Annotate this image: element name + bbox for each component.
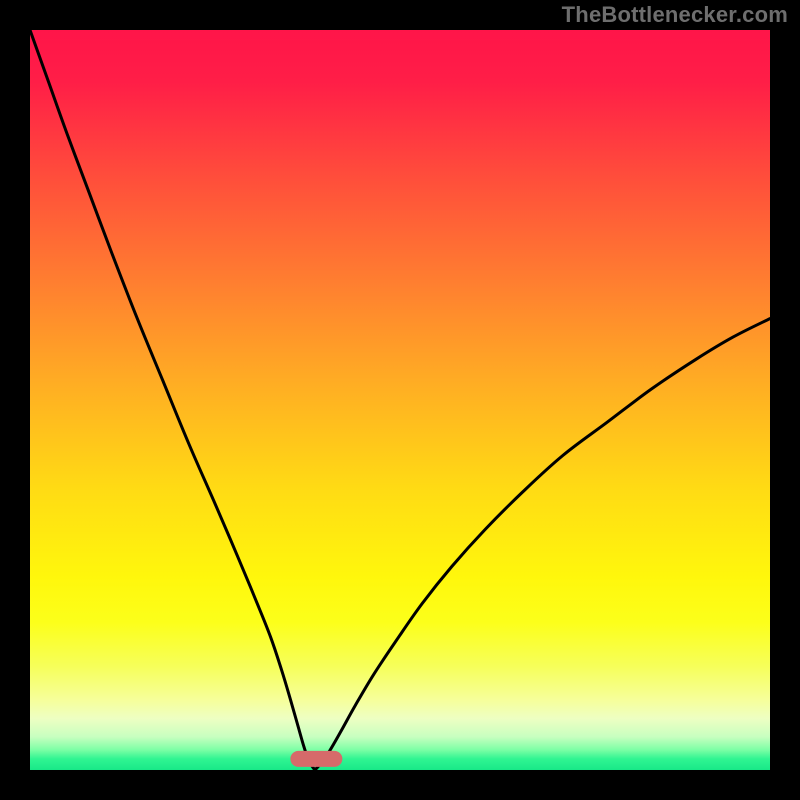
optimum-marker [290, 751, 342, 767]
plot-area [30, 30, 770, 770]
watermark-text: TheBottlenecker.com [562, 2, 788, 28]
chart-stage: TheBottlenecker.com [0, 0, 800, 800]
bottleneck-chart-svg [0, 0, 800, 800]
